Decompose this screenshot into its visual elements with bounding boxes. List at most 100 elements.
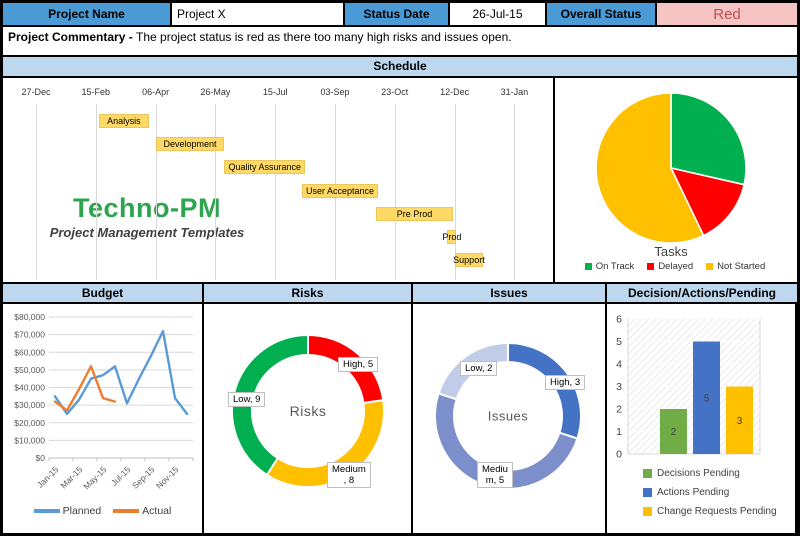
svg-text:6: 6	[616, 314, 622, 326]
gantt-gridline	[394, 104, 396, 280]
svg-text:0: 0	[616, 449, 622, 461]
svg-text:1: 1	[616, 426, 622, 438]
gantt-task-bar: Analysis	[98, 114, 149, 128]
tasks-pie-svg	[595, 92, 747, 244]
gantt-task-bar: Development	[155, 137, 225, 152]
legend-label: Delayed	[658, 261, 694, 272]
gantt-task-bar: User Acceptance	[302, 183, 378, 198]
gantt-axis-label: 15-Jul	[262, 87, 288, 97]
issues-slice-high	[507, 342, 582, 440]
svg-text:$50,000: $50,000	[14, 365, 45, 375]
risks-data-label-medium: Medium , 8	[327, 462, 371, 488]
risks-center-label: Risks	[289, 403, 327, 419]
risks-data-label-high: High, 5	[338, 357, 379, 372]
budget-legend-item: Planned	[33, 505, 102, 517]
issues-center-label: Issues	[487, 408, 529, 424]
status-date-value-cell[interactable]: 26-Jul-15	[450, 3, 547, 25]
gantt-chart: Techno-PM Project Management Templates 2…	[3, 78, 555, 282]
legend-swatch	[584, 263, 592, 270]
project-commentary-cell[interactable]: Project Commentary - The project status …	[3, 27, 797, 57]
gantt-task-label: Quality Assurance	[228, 162, 302, 173]
pie-title: Tasks	[654, 244, 688, 259]
legend-label: Decisions Pending	[657, 468, 740, 479]
gantt-task-label: User Acceptance	[306, 185, 375, 196]
gantt-task-bar: Support	[453, 253, 485, 268]
svg-text:Sep-15: Sep-15	[130, 464, 157, 491]
legend-label: Change Requests Pending	[657, 506, 777, 517]
legend-swatch	[643, 469, 652, 478]
schedule-row: Techno-PM Project Management Templates 2…	[3, 78, 797, 284]
legend-swatch	[643, 507, 652, 516]
budget-legend-item: Actual	[113, 505, 171, 517]
svg-text:$70,000: $70,000	[14, 330, 45, 340]
gantt-gridline	[514, 104, 516, 280]
decisions-section-header: Decision/Actions/Pending	[607, 284, 797, 302]
legend-swatch	[706, 263, 714, 270]
project-name-value-cell[interactable]: Project X	[172, 3, 345, 25]
budget-series-actual	[53, 365, 117, 412]
gantt-task-bar: Prod	[442, 230, 461, 244]
issues-donut-chart: Issues High, 3 Mediu m, 5 Low, 2	[413, 304, 607, 533]
gantt-gridline	[215, 104, 217, 280]
decisions-legend-item: Actions Pending	[643, 487, 777, 498]
gantt-gridline	[275, 104, 277, 280]
gantt-axis-label: 03-Sep	[320, 87, 350, 97]
svg-text:$40,000: $40,000	[14, 383, 45, 393]
pie-legend: On Track Delayed Not Started	[555, 261, 795, 272]
issues-slice-medium	[434, 392, 579, 490]
project-name-label: Project Name	[3, 3, 172, 25]
decisions-legend-item: Change Requests Pending	[643, 506, 777, 517]
svg-text:3: 3	[616, 381, 622, 393]
logo-subtitle: Project Management Templates	[49, 225, 245, 240]
overall-status-label: Overall Status	[547, 3, 657, 25]
gantt-axis-label: 27-Dec	[21, 87, 51, 97]
legend-label: On Track	[595, 261, 635, 272]
commentary-text: The project status is red as there too m…	[136, 30, 512, 44]
gantt-task-bar: Quality Assurance	[224, 160, 306, 175]
svg-text:Jul-15: Jul-15	[109, 464, 133, 488]
decisions-bar-chart: Decisions Pending Actions Pending Change R…	[607, 304, 797, 533]
gantt-gridline	[454, 104, 456, 280]
legend-line-swatch	[33, 509, 60, 513]
svg-text:5: 5	[616, 336, 622, 348]
risks-slice-low	[231, 334, 309, 476]
issues-data-label-high: High, 3	[545, 375, 586, 390]
decisions-legend: Decisions Pending Actions Pending Change R…	[643, 468, 777, 517]
decisions-legend-item: Decisions Pending	[643, 468, 777, 479]
schedule-section-header: Schedule	[3, 57, 797, 78]
decisions-bar-1	[693, 341, 720, 454]
risks-data-label-low: Low, 9	[228, 392, 266, 407]
svg-text:5: 5	[704, 393, 710, 404]
risks-section-header: Risks	[204, 284, 413, 302]
svg-text:May-15: May-15	[81, 464, 108, 491]
pie-slice-on-track	[670, 92, 747, 186]
svg-text:2: 2	[671, 427, 677, 438]
svg-text:Jan-15: Jan-15	[35, 464, 61, 490]
legend-label: Planned	[62, 505, 102, 517]
decisions-bar-svg: 0 1 2 3 4 5 6 2 5 3	[616, 314, 761, 461]
issues-data-label-low: Low, 2	[460, 361, 498, 376]
legend-swatch	[643, 488, 652, 497]
gantt-axis-label: 15-Feb	[81, 87, 111, 97]
gantt-gridline	[95, 104, 97, 280]
commentary-label: Project Commentary -	[8, 30, 137, 44]
budget-line-chart: Planned Actual $80,000 $70,000 $60,000 $50,0…	[3, 304, 204, 533]
budget-legend: Planned Actual	[3, 505, 202, 517]
budget-series-planned	[53, 329, 189, 416]
svg-text:$0: $0	[36, 453, 46, 463]
budget-section-header: Budget	[3, 284, 204, 302]
gantt-gridline	[36, 104, 37, 280]
gantt-task-label: Prod	[442, 232, 462, 242]
gantt-axis-label: 26-May	[200, 87, 231, 97]
svg-text:Nov-15: Nov-15	[154, 464, 181, 491]
overall-status-value-cell[interactable]: Red	[657, 3, 797, 25]
gantt-axis-label: 06-Apr	[142, 87, 170, 97]
pie-slice-delayed	[670, 167, 745, 237]
svg-text:3: 3	[737, 416, 743, 427]
gantt-task-label: Support	[453, 255, 485, 266]
legend-swatch	[647, 263, 655, 270]
pie-slice-not-started	[595, 92, 705, 244]
pie-legend-item: Delayed	[647, 261, 693, 272]
svg-text:$60,000: $60,000	[14, 347, 45, 357]
